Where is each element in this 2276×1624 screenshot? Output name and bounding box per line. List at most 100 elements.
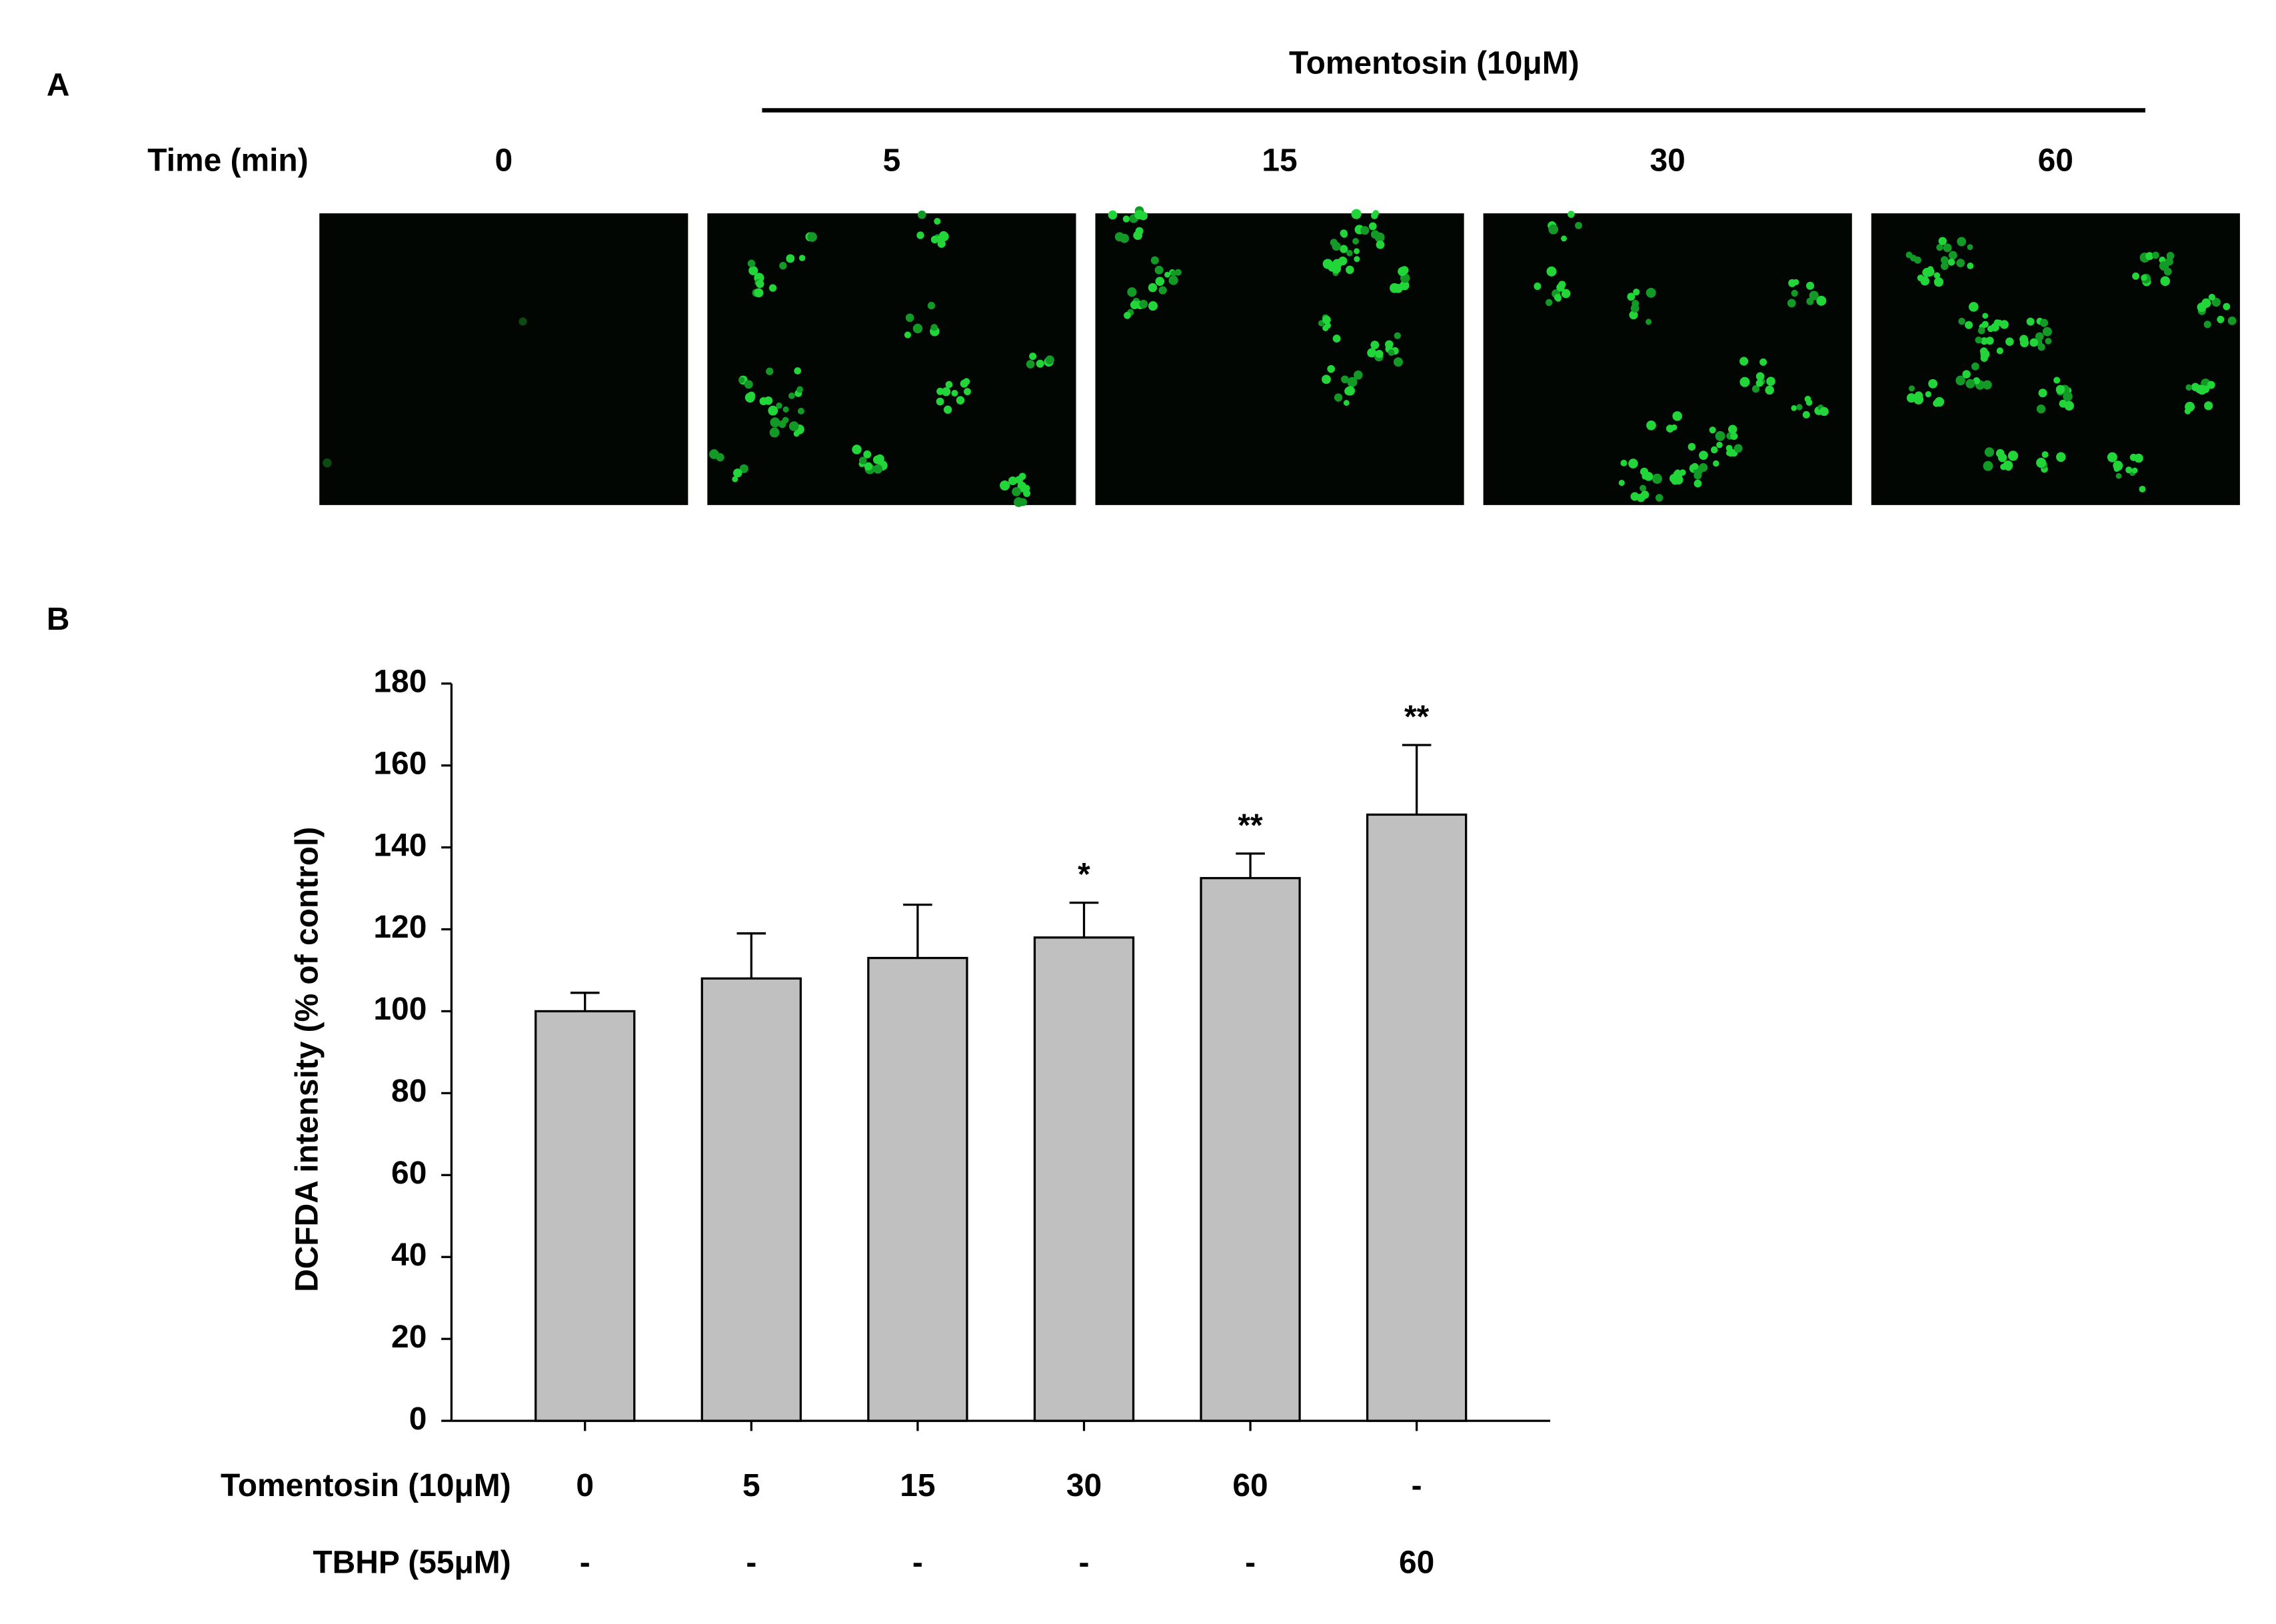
cell xyxy=(1332,259,1342,269)
cell xyxy=(796,386,804,393)
cell xyxy=(1996,347,2003,355)
cell xyxy=(769,427,780,438)
cell xyxy=(1346,265,1354,275)
cell xyxy=(2223,303,2231,311)
cell xyxy=(1987,325,1994,333)
cell xyxy=(941,387,951,397)
cell xyxy=(1755,372,1765,381)
cell xyxy=(1174,269,1182,276)
time-label: 5 xyxy=(883,143,901,179)
cell xyxy=(747,259,756,268)
cell xyxy=(1928,379,1938,389)
cell xyxy=(2113,460,2123,470)
cell xyxy=(2019,338,2029,348)
cell xyxy=(1715,430,1725,441)
cell xyxy=(2063,391,2073,402)
cell xyxy=(1646,319,1652,325)
cell xyxy=(863,450,872,458)
bar xyxy=(1200,877,1301,1422)
y-tick-label: 20 xyxy=(391,1319,427,1355)
bar xyxy=(1366,813,1468,1422)
time-label: 30 xyxy=(1650,143,1686,179)
x-tick-label: - xyxy=(580,1545,590,1580)
bar xyxy=(1033,936,1135,1422)
cell xyxy=(1340,231,1348,238)
cell xyxy=(1322,325,1329,332)
cell xyxy=(1938,237,1947,245)
cell xyxy=(2185,384,2192,391)
cell xyxy=(1322,375,1331,385)
cell xyxy=(1375,349,1384,359)
cell xyxy=(2207,381,2215,389)
cell xyxy=(1694,479,1702,488)
panel-label: B xyxy=(47,602,70,637)
cell xyxy=(2042,327,2052,337)
cell xyxy=(1367,348,1377,358)
cell xyxy=(782,416,789,424)
cell xyxy=(1347,377,1358,387)
cell xyxy=(1394,357,1404,367)
cell xyxy=(1019,498,1028,506)
y-tick-label: 60 xyxy=(391,1156,427,1191)
cell xyxy=(1354,248,1360,255)
cell xyxy=(1045,355,1054,365)
micrograph xyxy=(319,213,688,505)
cell xyxy=(1155,277,1165,287)
cell xyxy=(930,324,938,331)
cell xyxy=(1029,353,1037,361)
cell xyxy=(2163,267,2172,276)
y-tick-label: 80 xyxy=(391,1074,427,1109)
cell xyxy=(1983,460,1993,471)
cell xyxy=(519,317,527,326)
cell xyxy=(1148,301,1158,311)
cell xyxy=(1925,267,1935,277)
cell xyxy=(1164,271,1170,278)
cell xyxy=(1716,441,1723,448)
cell xyxy=(1971,362,1979,371)
cell xyxy=(927,301,936,310)
cell xyxy=(864,462,873,471)
cell xyxy=(1967,244,1973,251)
cell xyxy=(1943,243,1952,253)
cell xyxy=(1948,251,1957,260)
cell xyxy=(1680,469,1686,476)
micrograph xyxy=(1871,213,2240,505)
cell xyxy=(905,313,914,323)
cell xyxy=(1351,209,1362,219)
y-axis-label: DCFDA intensity (% of control) xyxy=(290,827,325,1292)
cell xyxy=(1026,360,1035,369)
cell xyxy=(2227,317,2237,325)
cell xyxy=(1630,492,1640,501)
cell xyxy=(1390,283,1400,293)
row-label: Tomentosin (10μM) xyxy=(221,1468,511,1503)
cell xyxy=(323,458,332,468)
x-tick-label: 60 xyxy=(1232,1468,1268,1503)
cell xyxy=(1398,267,1407,277)
cell xyxy=(733,468,742,478)
cell xyxy=(1139,299,1148,309)
significance: ** xyxy=(1238,808,1263,843)
cell xyxy=(2038,389,2047,398)
cell xyxy=(1905,251,1913,259)
micrograph xyxy=(1095,213,1464,505)
cell xyxy=(1933,272,1941,279)
cell xyxy=(1124,311,1131,319)
cell xyxy=(1967,262,1974,269)
cell xyxy=(1114,232,1124,242)
cell xyxy=(1327,365,1336,373)
cell xyxy=(1955,375,1965,386)
x-tick-label: - xyxy=(746,1545,756,1580)
cell xyxy=(2055,385,2065,395)
cell xyxy=(1791,405,1797,411)
cell xyxy=(2007,450,2019,461)
bar xyxy=(535,1010,636,1422)
x-tick-label: 15 xyxy=(900,1468,935,1503)
x-tick-label: - xyxy=(1079,1545,1090,1580)
cell xyxy=(1958,317,1965,325)
cell xyxy=(1555,295,1562,302)
x-tick-label: - xyxy=(1245,1545,1256,1580)
cell xyxy=(2041,451,2049,458)
cell xyxy=(1618,479,1625,486)
y-tick-label: 120 xyxy=(373,910,427,945)
